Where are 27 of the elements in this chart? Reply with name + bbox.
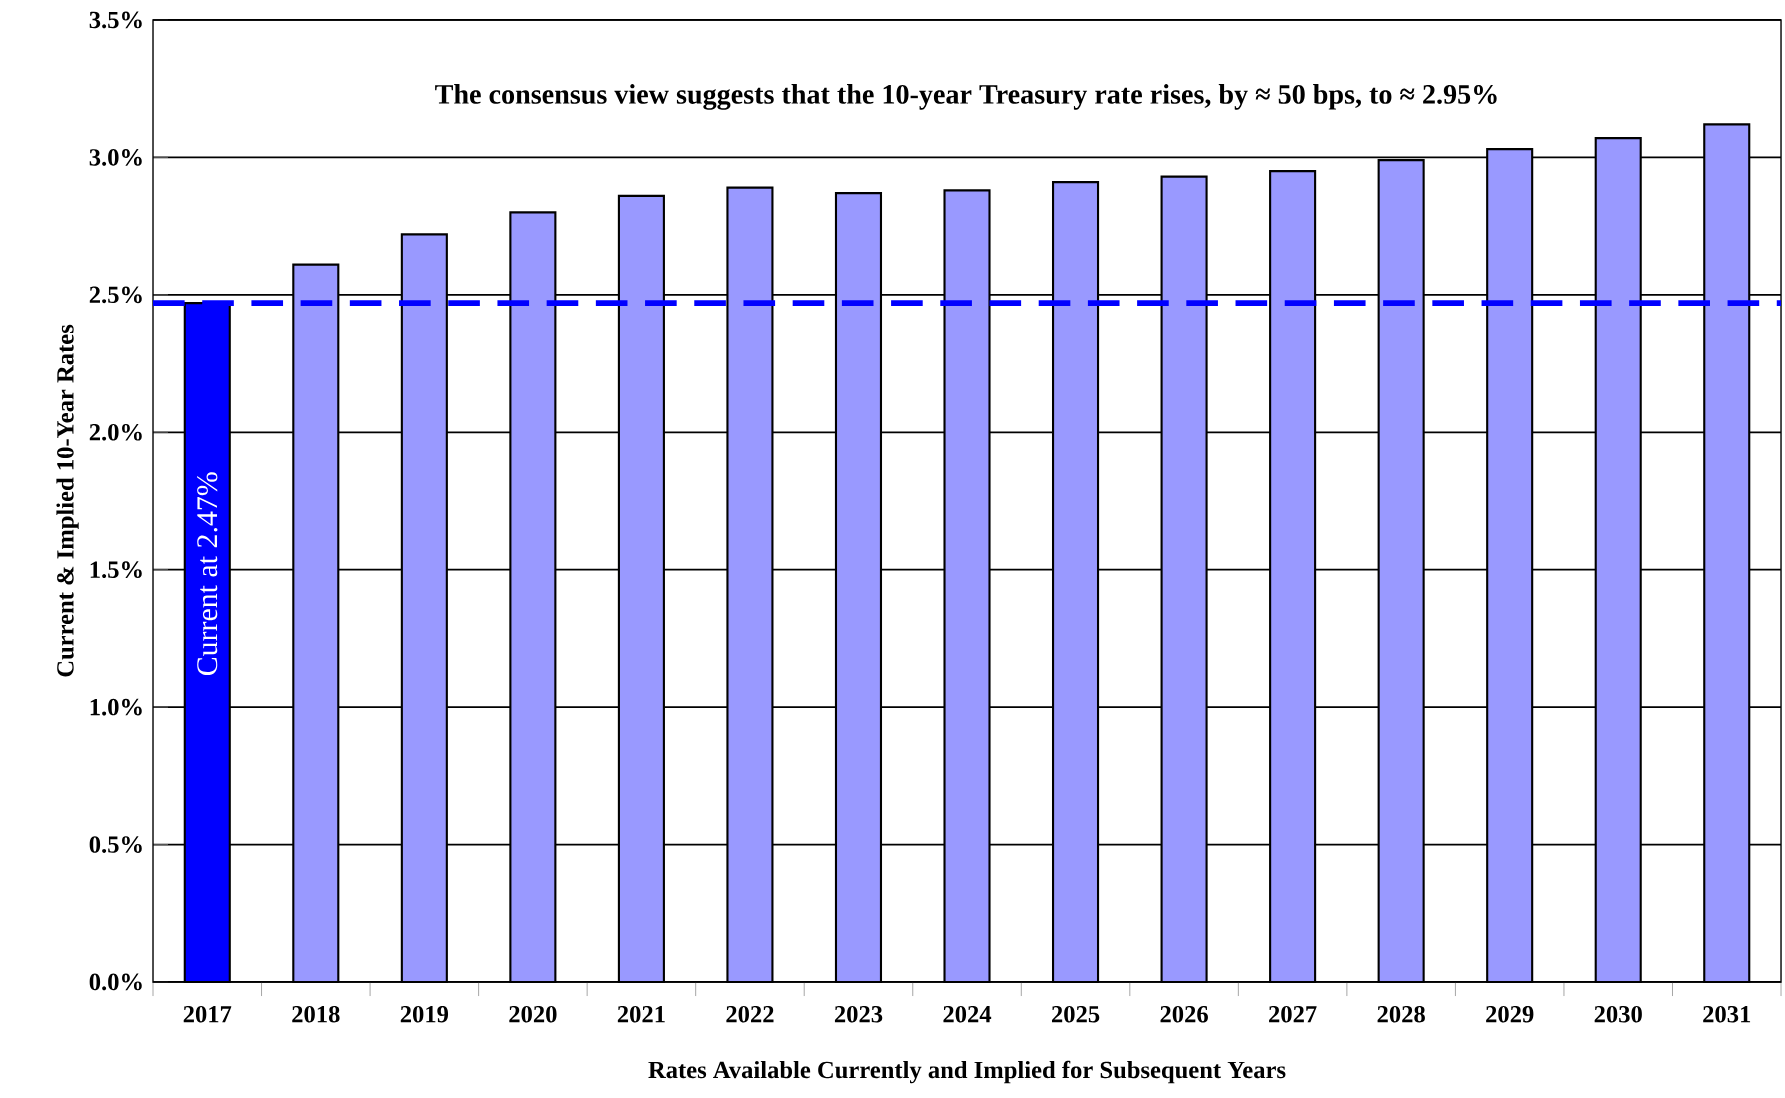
x-tick-label: 2018: [292, 1005, 340, 1023]
y-tick-label: 0.5%: [89, 836, 142, 853]
y-tick-label: 3.5%: [89, 11, 142, 29]
x-tick-label: 2029: [1486, 1005, 1534, 1023]
x-tick-label: 2022: [726, 1005, 774, 1023]
x-tick-label: 2025: [1051, 1005, 1100, 1023]
x-tick-label: 2019: [400, 1005, 449, 1023]
y-tick-label: 1.5%: [90, 561, 142, 579]
x-tick-label: 2020: [509, 1005, 557, 1023]
y-tick-label: 1.0%: [90, 698, 142, 716]
x-tick-label: 2030: [1594, 1005, 1642, 1023]
x-tick-label: 2017: [183, 1005, 232, 1023]
x-tick-label: 2021: [617, 1005, 665, 1023]
y-tick-label: 0.0%: [89, 973, 142, 991]
x-tick-label: 2028: [1377, 1005, 1425, 1023]
y-tick-label: 2.5%: [89, 286, 142, 304]
x-tick-label: 2023: [834, 1005, 883, 1023]
x-tick-label: 2031: [1703, 1005, 1751, 1023]
x-axis-title: Rates Available Currently and Implied for Subsequent Years: [648, 1060, 1286, 1084]
y-tick-label: 2.0%: [89, 423, 142, 441]
y-axis-title: Current & Implied 10-Year Rates: [56, 324, 79, 677]
x-tick-label: 2027: [1269, 1005, 1317, 1023]
annotation: The consensus view suggests that the 10-year Treasury rate rises, by ≈ 50 bps, to ≈ 2.95%: [435, 84, 1497, 110]
annotation: Current at 2.47%: [197, 472, 218, 676]
y-tick-label: 3.0%: [89, 149, 142, 166]
x-tick-label: 2026: [1160, 1005, 1208, 1023]
x-tick-label: 2024: [943, 1005, 992, 1023]
